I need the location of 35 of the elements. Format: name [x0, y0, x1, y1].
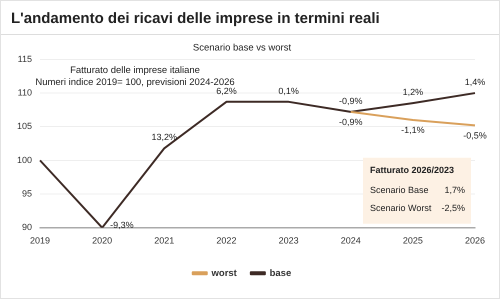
annotation: -1,1%	[401, 124, 425, 135]
annotation: 13,2%	[152, 132, 178, 142]
legend-label: worst	[210, 268, 238, 279]
annotation: -0,9%	[338, 96, 362, 106]
y-tick-label: 95	[22, 188, 32, 199]
annotation: Scenario Base	[370, 185, 429, 196]
annotation: Fatturato delle imprese italiane	[70, 65, 200, 76]
x-tick-label: 2023	[278, 236, 299, 246]
annotation: -0,5%	[463, 130, 487, 140]
legend-label: base	[270, 268, 292, 279]
annotation: 6,2%	[216, 86, 237, 96]
y-tick-label: 90	[22, 222, 32, 232]
x-tick-label: 2019	[30, 236, 50, 246]
x-tick-label: 2026	[464, 236, 486, 246]
x-tick-label: 2024	[340, 236, 361, 246]
y-tick-label: 115	[18, 54, 32, 64]
annotation: -9,3%	[110, 220, 134, 230]
x-tick-label: 2020	[92, 236, 112, 246]
x-tick-label: 2022	[216, 236, 236, 246]
annotation: 1,4%	[464, 77, 486, 88]
annotation: Numeri indice 2019= 100, previsioni 2024-2026	[35, 77, 235, 88]
y-tick-label: 100	[16, 154, 32, 165]
annotation: -2,5%	[441, 203, 465, 214]
annotation: 1,2%	[402, 87, 424, 98]
x-tick-label: 2025	[402, 236, 423, 246]
y-tick-label: 105	[16, 121, 32, 132]
chart-title: L'andamento dei ricavi delle imprese in termini reali	[1, 1, 499, 35]
x-tick-label: 2021	[154, 236, 174, 246]
y-tick-label: 110	[18, 88, 32, 98]
annotation: Fatturato 2026/2023	[370, 165, 454, 176]
annotation: -0,9%	[338, 116, 362, 127]
annotation: 1,7%	[444, 185, 465, 196]
annotation: Scenario Worst	[370, 203, 432, 214]
annotation: 0,1%	[278, 86, 299, 96]
chart-subtitle: Scenario base vs worst	[192, 42, 292, 54]
